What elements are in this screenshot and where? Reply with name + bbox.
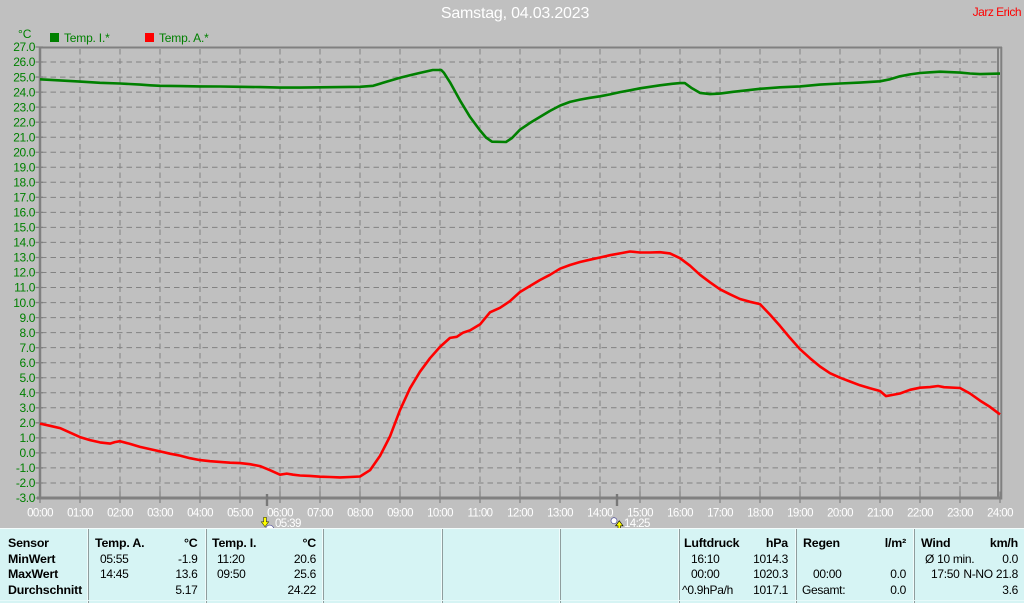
svg-text:19.0: 19.0 <box>13 161 35 175</box>
svg-text:21:00: 21:00 <box>867 508 893 520</box>
svg-text:14.0: 14.0 <box>13 236 35 250</box>
svg-text:23:00: 23:00 <box>947 508 973 520</box>
svg-text:11:00: 11:00 <box>468 508 493 520</box>
svg-text:00:00: 00:00 <box>27 508 53 520</box>
svg-text:1.0: 1.0 <box>20 431 36 445</box>
svg-text:14:25: 14:25 <box>624 518 650 530</box>
svg-text:04:00: 04:00 <box>187 508 213 520</box>
svg-text:06:00: 06:00 <box>267 508 293 520</box>
svg-text:01:00: 01:00 <box>67 508 93 520</box>
svg-text:15:00: 15:00 <box>627 508 653 520</box>
svg-text:-3.0: -3.0 <box>16 491 36 505</box>
svg-text:10:00: 10:00 <box>427 508 453 520</box>
svg-text:20:00: 20:00 <box>827 508 853 520</box>
svg-text:15.0: 15.0 <box>13 221 35 235</box>
svg-text:6.0: 6.0 <box>20 356 36 370</box>
svg-text:7.0: 7.0 <box>20 341 36 355</box>
svg-text:4.0: 4.0 <box>20 386 36 400</box>
svg-text:21.0: 21.0 <box>13 130 35 144</box>
svg-text:11.0: 11.0 <box>14 281 36 295</box>
svg-text:5.0: 5.0 <box>20 371 36 385</box>
svg-text:03:00: 03:00 <box>147 508 173 520</box>
svg-text:24:00: 24:00 <box>987 508 1013 520</box>
svg-text:08:00: 08:00 <box>347 508 373 520</box>
svg-text:19:00: 19:00 <box>787 508 813 520</box>
svg-text:3.0: 3.0 <box>20 401 36 415</box>
svg-text:2.0: 2.0 <box>20 416 36 430</box>
svg-text:-1.0: -1.0 <box>16 461 36 475</box>
svg-text:18.0: 18.0 <box>13 176 35 190</box>
svg-text:16.0: 16.0 <box>13 206 35 220</box>
svg-text:27.0: 27.0 <box>13 40 35 54</box>
svg-text:8.0: 8.0 <box>20 326 36 340</box>
svg-text:12.0: 12.0 <box>13 266 35 280</box>
svg-text:17:00: 17:00 <box>707 508 733 520</box>
svg-text:09:00: 09:00 <box>387 508 413 520</box>
svg-text:22.0: 22.0 <box>13 115 35 129</box>
svg-text:13:00: 13:00 <box>547 508 573 520</box>
svg-text:0.0: 0.0 <box>20 446 36 460</box>
svg-text:10.0: 10.0 <box>13 296 35 310</box>
svg-text:16:00: 16:00 <box>667 508 693 520</box>
svg-text:9.0: 9.0 <box>20 311 36 325</box>
svg-text:17.0: 17.0 <box>13 191 35 205</box>
svg-text:02:00: 02:00 <box>107 508 133 520</box>
svg-text:05:00: 05:00 <box>227 508 253 520</box>
svg-text:25.0: 25.0 <box>13 70 35 84</box>
svg-text:14:00: 14:00 <box>587 508 613 520</box>
svg-text:22:00: 22:00 <box>907 508 933 520</box>
svg-text:13.0: 13.0 <box>13 251 35 265</box>
svg-text:-2.0: -2.0 <box>16 476 36 490</box>
svg-text:26.0: 26.0 <box>13 55 35 69</box>
svg-text:23.0: 23.0 <box>13 100 35 114</box>
svg-text:20.0: 20.0 <box>13 145 35 159</box>
svg-text:05:39: 05:39 <box>275 518 301 530</box>
svg-text:18:00: 18:00 <box>747 508 773 520</box>
svg-text:07:00: 07:00 <box>307 508 333 520</box>
svg-text:12:00: 12:00 <box>507 508 533 520</box>
svg-text:24.0: 24.0 <box>13 85 35 99</box>
